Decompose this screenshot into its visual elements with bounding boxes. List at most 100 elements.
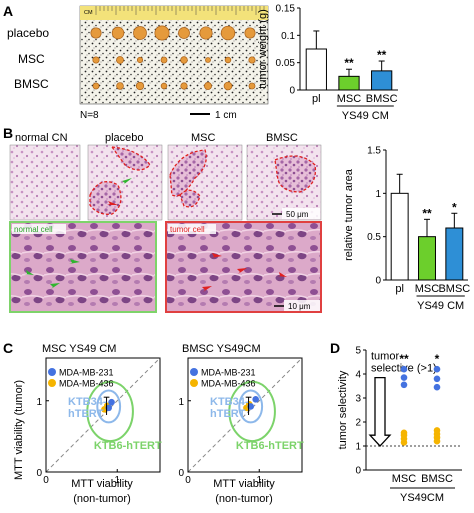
image-label-normal: normal CN	[15, 132, 68, 144]
row-label-msc: MSC	[18, 52, 45, 66]
inset-normal-cell	[9, 221, 157, 313]
y-tick-label: 0	[36, 468, 42, 479]
arrow-green-2	[50, 283, 60, 289]
scatter-xlabel-1-line1: MTT viability	[71, 478, 133, 490]
y-tick-label: 0	[289, 86, 295, 97]
y-tick-label: 2	[355, 418, 361, 429]
y-axis-label: tumor selectivity	[337, 370, 349, 449]
row-label-placebo: placebo	[7, 26, 49, 40]
selectivity-point	[433, 427, 441, 434]
tumor-spot	[92, 56, 100, 64]
panel-letter-c: C	[3, 340, 13, 356]
y-tick-label: 1	[178, 397, 184, 408]
arrow-green-placebo	[122, 178, 132, 185]
y-tick-label: 4	[355, 370, 361, 381]
y-tick-label: 1	[36, 397, 42, 408]
tumor-spot	[220, 25, 236, 41]
x-tick-label: 0	[43, 475, 49, 486]
scatter-ylabel: MTT viability (tumor)	[13, 380, 25, 480]
ktb6-ellipse	[86, 380, 134, 443]
ktb6-ellipse	[228, 380, 276, 443]
arrow-red-3	[202, 286, 212, 292]
inset-tumor-cell	[165, 221, 322, 313]
y-tick-label: 1	[355, 442, 361, 453]
tumor-spot	[204, 82, 212, 90]
legend-marker-mda231	[48, 368, 56, 376]
y-tick-label: 3	[355, 394, 361, 405]
x-tick-label: 1	[256, 475, 262, 486]
tumor-spot	[180, 56, 188, 64]
ktb34-ellipse	[238, 389, 264, 424]
ktb6-label: KTB6-hTERT	[236, 440, 304, 452]
y-tick-label: 0.5	[367, 232, 381, 243]
legend-marker-mda231	[190, 368, 198, 376]
selectivity-point	[400, 365, 408, 373]
x-tick-label: MSC	[415, 283, 440, 295]
significance-marker: **	[344, 56, 354, 70]
scale-label-b-bottom: 10 μm	[288, 302, 311, 311]
image-label-placebo: placebo	[105, 132, 144, 144]
tumor-photo: CM	[79, 5, 269, 105]
significance-marker: **	[377, 48, 387, 62]
tumor-spot	[244, 27, 256, 39]
tumor-spot	[160, 56, 168, 64]
tumor-spot	[92, 82, 100, 90]
tumor-spot	[116, 56, 124, 64]
x-tick-label: 1	[114, 475, 120, 486]
tumor-spot	[223, 81, 233, 91]
x-tick-label: MSC	[337, 93, 362, 105]
x-tick-label: 0	[185, 475, 191, 486]
histology-images: normal cell tumor cell	[9, 144, 322, 313]
group-label: YS49 CM	[342, 110, 389, 122]
tumor-spot	[160, 82, 168, 90]
x-tick-label: pl	[395, 283, 404, 295]
identity-line	[45, 357, 161, 473]
ruler-label: CM	[84, 10, 93, 16]
tumor-spot	[90, 27, 102, 39]
ruler-ticks	[95, 6, 265, 15]
tumor-spot	[135, 81, 145, 91]
identity-line	[187, 357, 303, 473]
group-label: YS49CM	[400, 492, 444, 504]
n-label: N=8	[80, 110, 99, 121]
x-tick-label: BMSC	[366, 93, 398, 105]
legend-marker-mda436	[48, 379, 56, 387]
tumor-outline-msc	[169, 149, 207, 197]
significance-marker: **	[422, 206, 432, 220]
y-tick-label: 1.5	[367, 146, 381, 157]
chart-relative-tumor-area: 0 0.5 1 1.5 relative tumor area pl ** MSC * BMSC Y…	[343, 146, 470, 313]
arrow-red-2	[237, 268, 247, 274]
scatter-xlabel-2-line1: MTT viability	[213, 478, 275, 490]
legend-label-mda231: MDA-MB-231	[201, 368, 256, 378]
tumor-outline-placebo-2	[110, 146, 151, 171]
y-tick-label: 0	[355, 466, 361, 477]
bar-bmsc	[445, 227, 464, 281]
tumor-spot	[154, 25, 170, 41]
ktb34-label-line2: hTERT	[68, 408, 104, 420]
significance-marker: **	[399, 352, 409, 366]
arrow-red-4	[277, 272, 287, 277]
selectivity-point	[400, 429, 408, 437]
tumor-spots	[90, 25, 256, 91]
tumor-spot	[133, 26, 147, 40]
scatter-xlabel-2-line2: (non-tumor)	[215, 493, 272, 505]
x-tick-label: BMSC	[438, 283, 470, 295]
tumor-spot	[199, 26, 213, 40]
bar-bmsc	[371, 70, 393, 91]
legend-label-mda231: MDA-MB-231	[59, 368, 114, 378]
legend-marker-mda436	[190, 379, 198, 387]
row-label-bmsc: BMSC	[14, 77, 49, 91]
y-axis-label: relative tumor area	[343, 168, 355, 261]
panel-letter-b: B	[3, 125, 13, 141]
tumor-spot	[116, 82, 124, 90]
selectivity-point	[433, 375, 441, 383]
y-axis-label: tumor weight (g)	[257, 9, 269, 88]
arrow-green-3	[24, 270, 34, 275]
y-tick-label: 0.05	[276, 58, 296, 69]
y-tick-label: 5	[355, 346, 361, 357]
selectivity-point	[400, 381, 408, 389]
tumor-spot	[205, 57, 211, 63]
